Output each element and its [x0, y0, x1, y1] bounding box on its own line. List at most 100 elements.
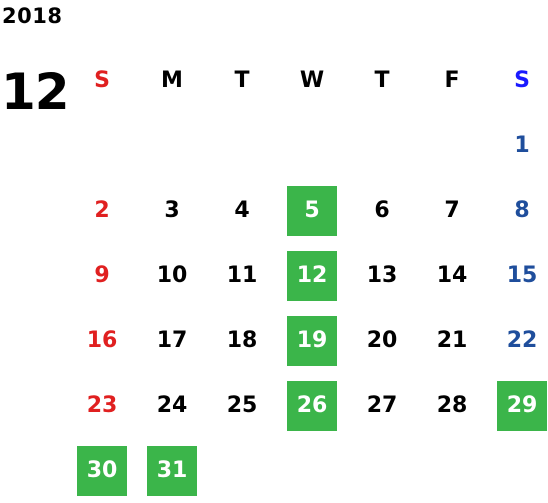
- day-cell[interactable]: 18: [207, 308, 277, 373]
- day-number: [217, 121, 267, 171]
- weekday-label: S: [514, 68, 530, 93]
- day-cell[interactable]: 1: [487, 113, 548, 178]
- day-number: 31: [147, 445, 197, 496]
- weekday-header-row: S M T W T F S: [67, 48, 548, 113]
- day-number: 29: [497, 380, 547, 431]
- weekday-label: T: [374, 68, 390, 93]
- day-number: 15: [506, 263, 538, 288]
- day-number: [427, 446, 477, 496]
- day-number: 20: [366, 328, 398, 353]
- week-row: 1: [67, 113, 548, 178]
- day-number: 28: [436, 393, 468, 418]
- day-number: 26: [287, 380, 337, 431]
- day-cell: [417, 113, 487, 178]
- day-cell-highlighted[interactable]: 5: [277, 178, 347, 243]
- day-number: 10: [156, 263, 188, 288]
- day-number: [357, 121, 407, 171]
- day-number: [287, 121, 337, 171]
- day-number: [77, 121, 127, 171]
- week-row: 9 10 11 12 13 14 15: [67, 243, 548, 308]
- day-cell-highlighted[interactable]: 19: [277, 308, 347, 373]
- day-cell: [277, 113, 347, 178]
- day-cell[interactable]: 16: [67, 308, 137, 373]
- day-cell[interactable]: 2: [67, 178, 137, 243]
- day-number: 14: [436, 263, 468, 288]
- day-number: 2: [94, 198, 110, 223]
- day-number: 22: [506, 328, 538, 353]
- day-cell[interactable]: 28: [417, 373, 487, 438]
- week-row: 30 31: [67, 438, 548, 503]
- day-number: 13: [366, 263, 398, 288]
- weekday-label: T: [234, 68, 250, 93]
- day-number: 27: [366, 393, 398, 418]
- day-cell[interactable]: 8: [487, 178, 548, 243]
- day-number: [357, 446, 407, 496]
- weekday-friday: F: [417, 48, 487, 113]
- day-number: 21: [436, 328, 468, 353]
- weekday-label: W: [299, 68, 325, 93]
- day-cell: [487, 438, 548, 503]
- day-number: 19: [287, 315, 337, 366]
- day-cell[interactable]: 23: [67, 373, 137, 438]
- day-cell[interactable]: 27: [347, 373, 417, 438]
- day-number: 7: [444, 198, 460, 223]
- day-number: 8: [514, 198, 530, 223]
- day-number: [147, 121, 197, 171]
- day-cell[interactable]: 25: [207, 373, 277, 438]
- day-cell-highlighted[interactable]: 12: [277, 243, 347, 308]
- year-label: 2018: [2, 4, 63, 28]
- day-number: [427, 121, 477, 171]
- day-cell: [137, 113, 207, 178]
- day-cell[interactable]: 7: [417, 178, 487, 243]
- day-cell: [67, 113, 137, 178]
- day-cell[interactable]: 13: [347, 243, 417, 308]
- day-number: 11: [226, 263, 258, 288]
- weekday-label: M: [161, 68, 183, 93]
- day-cell[interactable]: 10: [137, 243, 207, 308]
- day-cell[interactable]: 15: [487, 243, 548, 308]
- day-number: 24: [156, 393, 188, 418]
- day-cell[interactable]: 3: [137, 178, 207, 243]
- day-number: 9: [94, 263, 110, 288]
- day-cell[interactable]: 20: [347, 308, 417, 373]
- day-cell[interactable]: 9: [67, 243, 137, 308]
- weekday-monday: M: [137, 48, 207, 113]
- day-number: 6: [374, 198, 390, 223]
- day-cell[interactable]: 22: [487, 308, 548, 373]
- day-number: 17: [156, 328, 188, 353]
- day-cell[interactable]: 24: [137, 373, 207, 438]
- day-number: [287, 446, 337, 496]
- weekday-saturday: S: [487, 48, 548, 113]
- week-row: 2 3 4 5 6 7 8: [67, 178, 548, 243]
- day-cell-highlighted[interactable]: 26: [277, 373, 347, 438]
- day-cell-highlighted[interactable]: 29: [487, 373, 548, 438]
- day-number: [217, 446, 267, 496]
- day-number: 3: [164, 198, 180, 223]
- day-number: 18: [226, 328, 258, 353]
- day-number: 1: [514, 133, 530, 158]
- weekday-thursday: T: [347, 48, 417, 113]
- month-number: 12: [1, 63, 70, 121]
- day-number: 23: [86, 393, 118, 418]
- day-cell: [207, 113, 277, 178]
- day-cell: [207, 438, 277, 503]
- calendar-grid: S M T W T F S 1 2 3 4 5 6 7 8 9 10 11 12…: [67, 48, 548, 503]
- day-number: 12: [287, 250, 337, 301]
- day-cell[interactable]: 14: [417, 243, 487, 308]
- day-cell[interactable]: 6: [347, 178, 417, 243]
- week-row: 16 17 18 19 20 21 22: [67, 308, 548, 373]
- day-cell: [277, 438, 347, 503]
- day-cell-highlighted[interactable]: 31: [137, 438, 207, 503]
- day-cell[interactable]: 11: [207, 243, 277, 308]
- day-cell[interactable]: 17: [137, 308, 207, 373]
- weekday-tuesday: T: [207, 48, 277, 113]
- day-cell[interactable]: 4: [207, 178, 277, 243]
- day-cell: [347, 438, 417, 503]
- day-cell: [417, 438, 487, 503]
- weekday-label: S: [94, 68, 110, 93]
- day-cell: [347, 113, 417, 178]
- day-number: 30: [77, 445, 127, 496]
- day-cell-highlighted[interactable]: 30: [67, 438, 137, 503]
- weekday-label: F: [444, 68, 460, 93]
- day-cell[interactable]: 21: [417, 308, 487, 373]
